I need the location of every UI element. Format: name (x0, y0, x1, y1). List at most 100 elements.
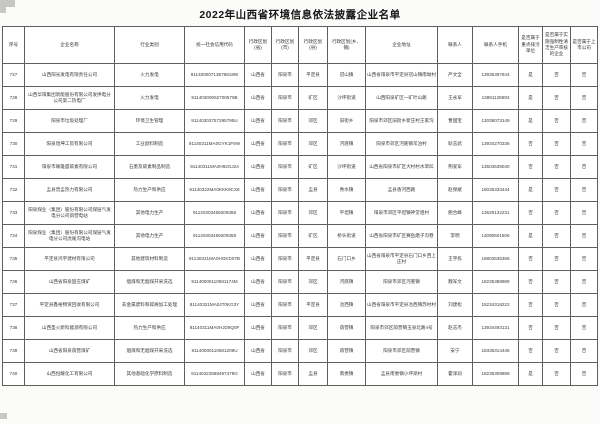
table-cell: 730 (2, 132, 25, 156)
table-cell: 91140303469209358 (184, 201, 245, 225)
table-cell: 赵志杰 (437, 316, 473, 340)
column-header: 序号 (2, 26, 25, 64)
table-cell: 91140322MA0KKK9CX8 (184, 178, 245, 202)
table-cell: 阳泉市郊区河底镇 (365, 270, 438, 294)
table-cell: 安宁 (437, 339, 473, 363)
table-cell: 是 (518, 109, 543, 133)
table-cell: 阳泉市联雄盛碳素有限公司 (24, 155, 115, 179)
table-cell: 刘建松 (437, 293, 473, 317)
table-cell: 烟煤和无烟煤开采洗选 (114, 270, 185, 294)
table-cell: 山西省 (244, 86, 272, 110)
table-cell: 非金属废料和碎屑加工处理 (114, 293, 185, 317)
table-cell: 否 (518, 132, 543, 156)
table-cell: 平定县鸿宇建材有限公司 (24, 247, 115, 271)
table-cell: 石墨及碳素制品制造 (114, 155, 185, 179)
table-cell: 阳泉市 (271, 86, 299, 110)
table-cell: 矿区 (298, 86, 328, 110)
table-cell: 工业颜料制造 (114, 132, 185, 156)
table-cell: 否 (542, 201, 571, 225)
table-cell: 91140000713579818W (184, 63, 245, 87)
table-cell: 郊区 (298, 132, 328, 156)
table-cell: 否 (542, 270, 571, 294)
table-cell: 否 (570, 339, 598, 363)
table-cell: 否 (542, 362, 571, 386)
table-cell: 热力生产和供应 (114, 178, 185, 202)
table-cell: 是 (518, 362, 543, 386)
column-header: 行政区划(市) (271, 26, 299, 64)
table-cell: 91140322568497478G (184, 362, 245, 386)
table-cell: 秀水镇 (327, 178, 366, 202)
table-cell: 738 (2, 316, 25, 340)
table-cell: 13038073149 (472, 109, 519, 133)
table-cell: 否 (542, 63, 571, 87)
table-cell: 是 (518, 224, 543, 248)
column-header: 联系人 (437, 26, 473, 64)
table-cell: 阳泉市 (271, 109, 299, 133)
column-header: 是否属于重点排污单位 (518, 26, 543, 64)
table-cell: 否 (542, 247, 571, 271)
table-cell: 冶西镇 (327, 293, 366, 317)
table-cell: 南娄镇 (327, 362, 366, 386)
table-cell: 旧街乡 (327, 109, 366, 133)
table-cell: 山西省 (244, 224, 272, 248)
table-cell: 否 (570, 155, 598, 179)
table-cell: 否 (542, 293, 571, 317)
table-cell: 盂县香河西路 (365, 178, 438, 202)
table-cell: 荫营镇 (327, 316, 366, 340)
table-cell: 否 (518, 339, 543, 363)
table-cell: 山西省阳泉市矿区大村村水草凹 (365, 155, 438, 179)
table-cell: 18335314446 (472, 339, 519, 363)
table-cell: 否 (542, 109, 571, 133)
table-row: 739 山西省阳泉荫营煤矿 烟煤和无烟煤开采洗选 91140000110581209U… (2, 339, 598, 363)
table-cell: 阳泉市郊区荫营镇玉泉北路4号 (365, 316, 438, 340)
table-cell: 沙坪街道 (327, 155, 366, 179)
column-header: 企业地址 (365, 26, 438, 64)
table-cell: 山西省 (244, 247, 272, 271)
column-header: 是否属于上市公司 (570, 26, 598, 64)
table-cell: 环境卫生管理 (114, 109, 185, 133)
table-cell: 荆爱军 (437, 155, 473, 179)
table-cell: 否 (570, 132, 598, 156)
table-cell: 桥头街道 (327, 224, 366, 248)
table-row: 737 平定县鑫裕物资回收有限公司 非金属废料和碎屑加工处理 91140321MA0J… (2, 293, 598, 317)
table-cell: 否 (570, 63, 598, 87)
table-cell: 山西华阳集团新能股份有限公司发供电分公司第二热电厂 (24, 86, 115, 110)
table-row: 738 山西圣火新科能源有限公司 热力生产和供应 91140311MA0HJD9Q0F… (2, 316, 598, 340)
table-cell: 山西省阳泉市平定县石门口乡西上庄村 (365, 247, 438, 271)
table-cell: 其他基础化学原料制造 (114, 362, 185, 386)
scan-artifact (0, 413, 7, 419)
table-cell: 否 (518, 201, 543, 225)
table-cell: 13090501506 (472, 224, 519, 248)
table-cell: 其他电力生产 (114, 201, 185, 225)
table-cell: 热力生产和供应 (114, 316, 185, 340)
table-cell: 山西省 (244, 178, 272, 202)
table-cell: 平定县 (298, 293, 328, 317)
table-cell: 否 (542, 86, 571, 110)
table-cell: 山西省 (244, 293, 272, 317)
table-cell: 737 (2, 293, 25, 317)
header-row: 序号 企业名称 行业类别 统一社会信用代码 行政区划(省) 行政区划(市) 行政区划(县) 行… (2, 26, 598, 64)
table-cell: 13934270336 (472, 132, 519, 156)
table-cell: 魏军文 (437, 270, 473, 294)
table-cell: 阳泉市郊区旧街乡新庄村王家沟 (365, 109, 438, 133)
table-cell: 阳泉煤业（集团）股份有限公司煤层气发电分公司荫营电站 (24, 201, 115, 225)
table-cell: 否 (542, 132, 571, 156)
table-cell: 否 (570, 362, 598, 386)
table-cell: 山西省阳泉固庄煤矿 (24, 270, 115, 294)
table-cell: 平定县 (298, 63, 328, 87)
table-row: 731 阳泉市联雄盛碳素有限公司 石墨及碳素制品制造 91140311MA0H92GJ… (2, 155, 598, 179)
table-cell: 阳泉市 (271, 247, 299, 271)
table-cell: 沙坪街道 (327, 86, 366, 110)
table-cell: 其他电力生产 (114, 224, 185, 248)
table-cell: 否 (570, 178, 598, 202)
table-cell: 739 (2, 339, 25, 363)
table-cell: 山西恒耀化工有限公司 (24, 362, 115, 386)
table-cell: 91140302757295795U (184, 109, 245, 133)
table-row: 727 山西阳光发电有限责任公司 火力发电 91140000713579818W 山西省… (2, 63, 598, 87)
table-cell: 山西省阳泉市平定县冠山镇南坳村 (365, 63, 438, 87)
table-cell: 91140311MA0GYK1F9W (184, 132, 245, 156)
table-cell: 山西省 (244, 270, 272, 294)
table-cell: 否 (570, 86, 598, 110)
table-row: 729 阳泉市垃圾处理厂 环境卫生管理 91140302757295795U 山西省 阳泉… (2, 109, 598, 133)
